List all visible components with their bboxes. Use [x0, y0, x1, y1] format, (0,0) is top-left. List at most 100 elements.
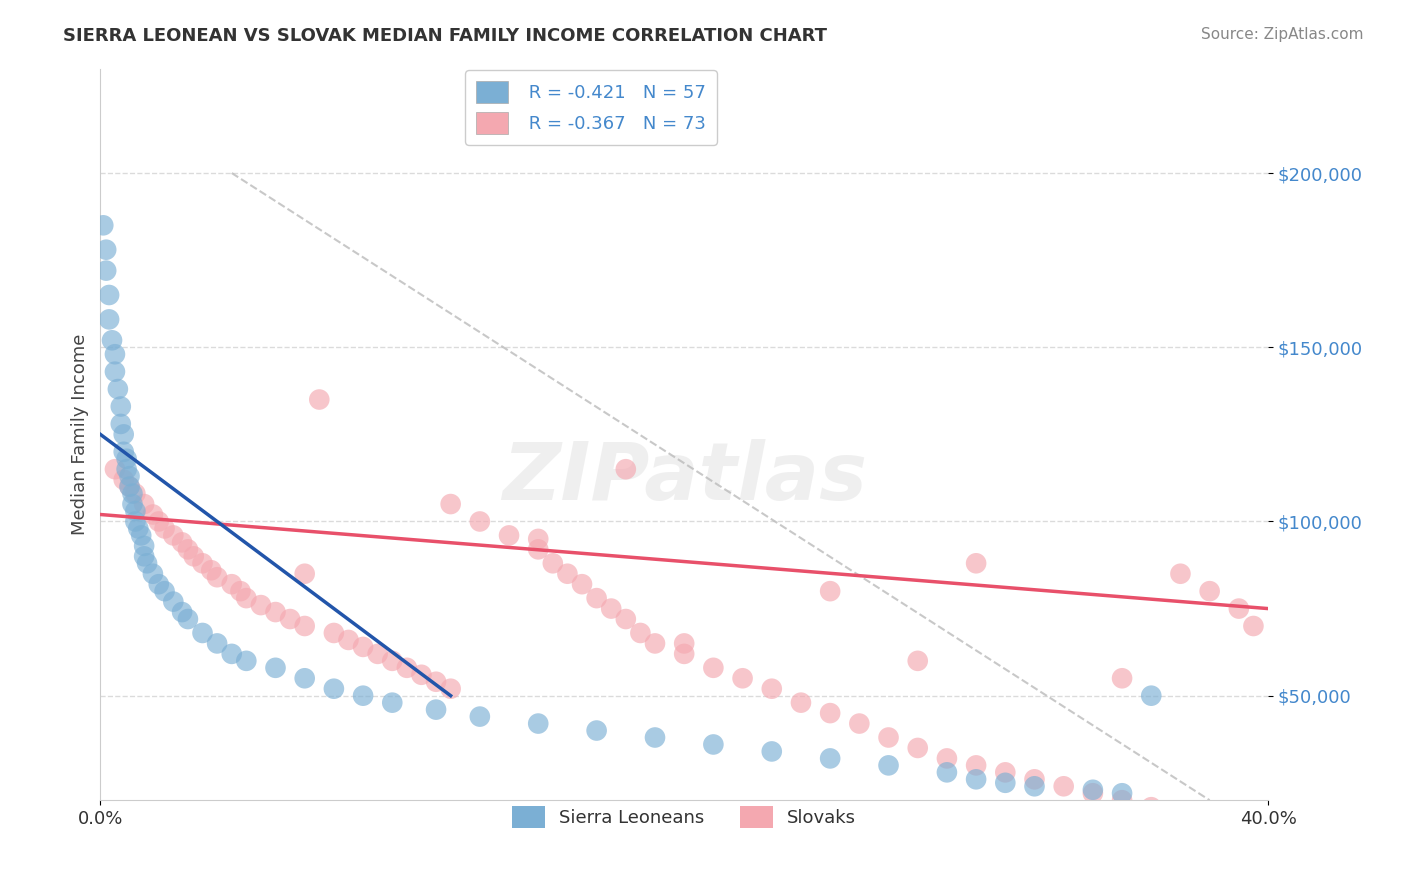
Point [136, 556, 159, 570]
Point [411, 667, 433, 681]
Point [1241, 619, 1264, 633]
Point [585, 591, 607, 606]
Point [935, 765, 957, 780]
Point [381, 654, 404, 668]
Point [134, 549, 156, 564]
Point [600, 601, 623, 615]
Point [112, 427, 135, 442]
Point [124, 504, 146, 518]
Point [965, 758, 987, 772]
Point [1081, 782, 1104, 797]
Point [1111, 793, 1133, 807]
Point [440, 681, 463, 696]
Point [468, 709, 491, 723]
Point [381, 696, 404, 710]
Point [614, 612, 637, 626]
Text: SIERRA LEONEAN VS SLOVAK MEDIAN FAMILY INCOME CORRELATION CHART: SIERRA LEONEAN VS SLOVAK MEDIAN FAMILY I… [63, 27, 827, 45]
Point [294, 671, 316, 685]
Point [527, 716, 550, 731]
Point [101, 333, 124, 347]
Point [121, 497, 143, 511]
Point [702, 738, 724, 752]
Point [877, 758, 900, 772]
Point [235, 591, 257, 606]
Point [118, 469, 141, 483]
Point [250, 598, 273, 612]
Point [127, 521, 149, 535]
Point [134, 539, 156, 553]
Point [124, 486, 146, 500]
Point [644, 731, 666, 745]
Point [110, 400, 132, 414]
Point [644, 636, 666, 650]
Point [308, 392, 330, 407]
Point [848, 716, 870, 731]
Point [527, 542, 550, 557]
Point [337, 632, 360, 647]
Point [121, 486, 143, 500]
Point [425, 703, 447, 717]
Point [221, 577, 243, 591]
Point [790, 696, 813, 710]
Point [673, 647, 696, 661]
Point [118, 480, 141, 494]
Point [1227, 601, 1250, 615]
Point [172, 535, 194, 549]
Point [352, 640, 374, 654]
Point [322, 626, 344, 640]
Point [1024, 779, 1046, 793]
Point [440, 497, 463, 511]
Point [571, 577, 593, 591]
Point [96, 243, 118, 257]
Point [134, 497, 156, 511]
Point [628, 626, 651, 640]
Point [1140, 800, 1163, 814]
Point [115, 462, 138, 476]
Point [352, 689, 374, 703]
Point [124, 515, 146, 529]
Point [1024, 772, 1046, 787]
Point [761, 681, 783, 696]
Point [468, 515, 491, 529]
Point [907, 741, 929, 756]
Point [818, 584, 841, 599]
Point [294, 619, 316, 633]
Point [221, 647, 243, 661]
Point [1111, 671, 1133, 685]
Point [294, 566, 316, 581]
Point [527, 532, 550, 546]
Point [585, 723, 607, 738]
Point [142, 566, 165, 581]
Text: Source: ZipAtlas.com: Source: ZipAtlas.com [1201, 27, 1364, 42]
Point [264, 661, 287, 675]
Point [104, 462, 127, 476]
Point [731, 671, 754, 685]
Point [877, 731, 900, 745]
Point [191, 556, 214, 570]
Point [965, 772, 987, 787]
Point [107, 382, 129, 396]
Point [395, 661, 418, 675]
Point [112, 444, 135, 458]
Point [761, 744, 783, 758]
Point [1140, 689, 1163, 703]
Point [1111, 786, 1133, 800]
Y-axis label: Median Family Income: Median Family Income [72, 334, 89, 535]
Point [177, 542, 200, 557]
Point [1053, 779, 1076, 793]
Point [98, 288, 121, 302]
Point [183, 549, 205, 564]
Point [153, 584, 176, 599]
Point [172, 605, 194, 619]
Point [129, 528, 152, 542]
Point [148, 515, 170, 529]
Point [153, 521, 176, 535]
Point [200, 563, 222, 577]
Point [818, 706, 841, 720]
Point [118, 480, 141, 494]
Point [177, 612, 200, 626]
Point [557, 566, 579, 581]
Point [148, 577, 170, 591]
Text: ZIPatlas: ZIPatlas [502, 439, 866, 517]
Point [541, 556, 564, 570]
